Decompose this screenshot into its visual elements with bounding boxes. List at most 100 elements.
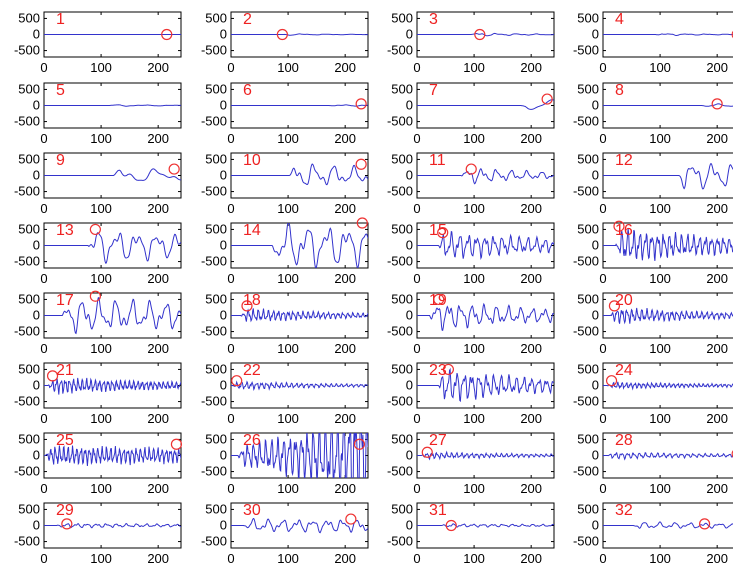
y-tick-label: 0 <box>406 27 413 42</box>
series-line <box>417 302 554 331</box>
y-tick-label: 0 <box>592 168 599 183</box>
peak-marker <box>421 446 433 458</box>
y-tick-label: 500 <box>18 361 40 376</box>
y-tick-label: -500 <box>387 43 413 58</box>
panel-number-label: 11 <box>429 152 446 169</box>
x-tick-label: 100 <box>649 341 671 356</box>
x-tick-label: 200 <box>520 551 542 566</box>
peak-marker <box>442 363 454 376</box>
y-tick-label: 500 <box>18 151 40 166</box>
y-tick-label: 0 <box>592 27 599 42</box>
y-tick-label: 500 <box>391 10 413 25</box>
y-tick-label: 0 <box>220 448 227 463</box>
y-tick-label: 0 <box>33 27 40 42</box>
x-tick-label: 100 <box>463 271 485 286</box>
y-tick-label: 500 <box>18 291 40 306</box>
series-line <box>44 168 181 181</box>
y-tick-label: -500 <box>201 114 227 129</box>
peak-marker <box>613 220 625 232</box>
x-tick-label: 0 <box>227 341 234 356</box>
panel-number-label: 12 <box>615 152 633 169</box>
x-tick-label: 0 <box>227 551 234 566</box>
x-tick-label: 0 <box>40 551 47 566</box>
series-line <box>231 104 368 107</box>
x-tick-label: 100 <box>649 551 671 566</box>
peak-marker <box>89 290 101 302</box>
y-tick-label: -500 <box>573 534 599 549</box>
x-tick-label: 100 <box>90 551 112 566</box>
y-tick-label: 0 <box>220 168 227 183</box>
series-line <box>603 307 733 325</box>
y-tick-label: 500 <box>391 361 413 376</box>
x-tick-label: 200 <box>520 341 542 356</box>
x-tick-label: 200 <box>334 341 356 356</box>
x-tick-label: 0 <box>599 551 606 566</box>
x-tick-label: 200 <box>706 60 728 75</box>
peak-marker <box>605 375 618 387</box>
x-tick-label: 100 <box>90 411 112 426</box>
peak-marker <box>168 163 180 175</box>
x-tick-label: 200 <box>147 411 169 426</box>
panel-number-label: 27 <box>429 432 447 449</box>
x-tick-label: 200 <box>520 131 542 146</box>
y-tick-label: 0 <box>406 378 413 393</box>
y-tick-label: 0 <box>406 518 413 533</box>
x-tick-label: 200 <box>706 201 728 216</box>
x-tick-label: 200 <box>147 481 169 496</box>
y-tick-label: 0 <box>406 98 413 113</box>
x-tick-label: 200 <box>147 271 169 286</box>
y-tick-label: -500 <box>387 464 413 479</box>
y-tick-label: -500 <box>201 534 227 549</box>
x-tick-label: 0 <box>40 201 47 216</box>
series-line <box>417 367 554 403</box>
y-tick-label: -500 <box>14 534 40 549</box>
y-tick-label: 500 <box>391 291 413 306</box>
x-tick-label: 0 <box>40 60 47 75</box>
y-tick-label: 0 <box>33 378 40 393</box>
peak-marker <box>61 518 73 530</box>
x-tick-label: 0 <box>40 271 47 286</box>
x-tick-label: 100 <box>649 411 671 426</box>
panel-number-label: 10 <box>243 152 261 169</box>
peak-marker <box>433 293 445 306</box>
series-line <box>603 451 733 461</box>
peak-marker <box>170 438 183 450</box>
y-tick-label: 0 <box>220 308 227 323</box>
series-line <box>231 33 368 36</box>
x-tick-label: 0 <box>413 551 420 566</box>
y-tick-label: 500 <box>205 361 227 376</box>
x-tick-label: 100 <box>463 481 485 496</box>
y-tick-label: 500 <box>18 221 40 236</box>
y-tick-label: -500 <box>573 394 599 409</box>
y-tick-label: -500 <box>201 394 227 409</box>
y-tick-label: -500 <box>573 184 599 199</box>
y-tick-label: 0 <box>406 238 413 253</box>
y-tick-label: -500 <box>387 324 413 339</box>
y-tick-label: 0 <box>592 448 599 463</box>
x-tick-label: 0 <box>227 131 234 146</box>
x-tick-label: 100 <box>277 271 299 286</box>
y-tick-label: 500 <box>205 151 227 166</box>
y-tick-label: 0 <box>220 27 227 42</box>
panel-number-label: 2 <box>243 11 252 28</box>
x-tick-label: 100 <box>649 60 671 75</box>
y-tick-label: 500 <box>577 81 599 96</box>
peak-marker <box>711 98 723 110</box>
x-tick-label: 200 <box>334 551 356 566</box>
x-tick-label: 0 <box>413 481 420 496</box>
x-tick-label: 100 <box>649 201 671 216</box>
y-tick-label: -500 <box>14 394 40 409</box>
y-tick-label: -500 <box>201 324 227 339</box>
y-tick-label: 500 <box>577 431 599 446</box>
panel-number-label: 8 <box>615 82 624 99</box>
series-line <box>417 32 554 37</box>
y-tick-label: -500 <box>201 43 227 58</box>
